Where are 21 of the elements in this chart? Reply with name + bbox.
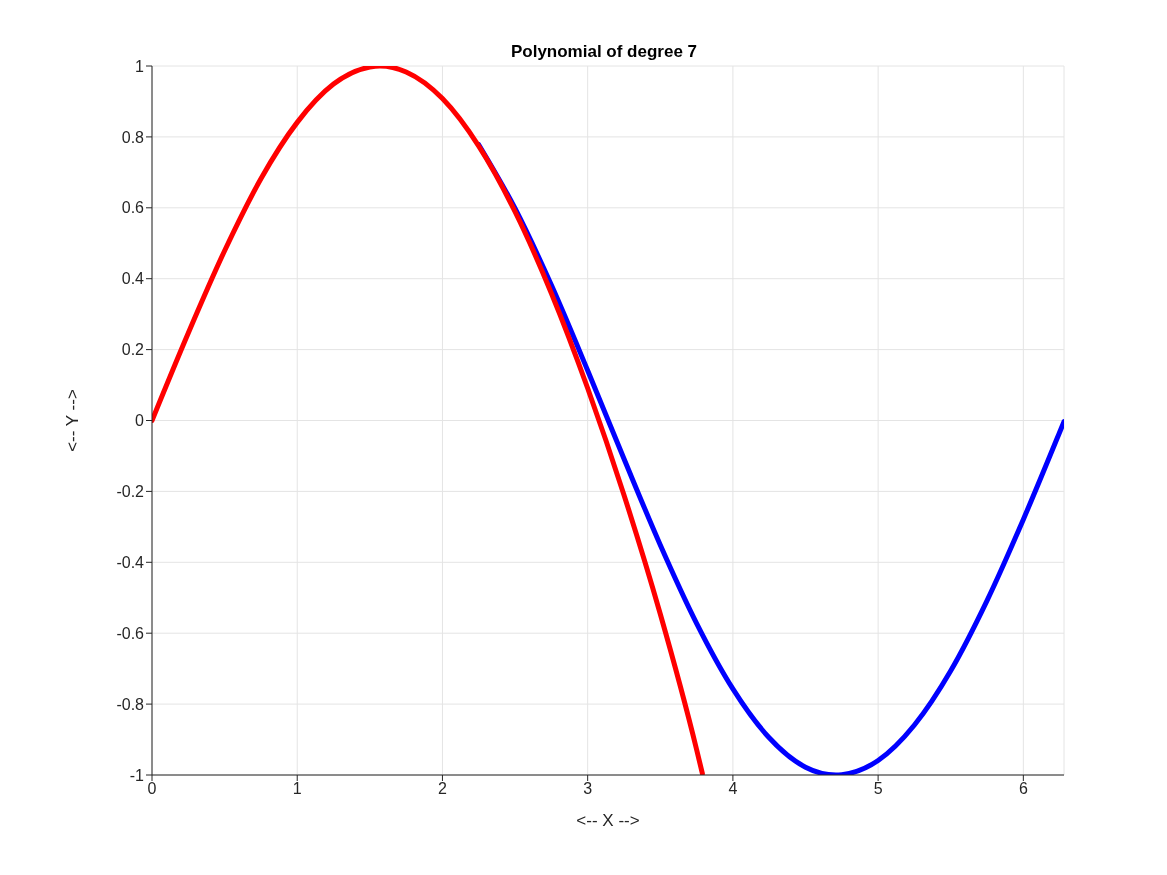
y-tick-label: -0.2	[116, 483, 145, 501]
y-tick-label: -1	[129, 766, 145, 784]
x-tick-label: 6	[1018, 780, 1028, 798]
y-tick-label: 0.4	[121, 270, 145, 288]
x-tick-label: 1	[292, 780, 302, 798]
y-tick-label: 0	[135, 412, 145, 430]
x-tick-label: 0	[147, 780, 157, 798]
x-axis-title: <-- X -->	[576, 811, 640, 830]
y-tick-label: 0.6	[121, 199, 145, 217]
y-tick-label: 0.8	[121, 128, 145, 146]
x-tick-label: 5	[873, 780, 883, 798]
y-tick-label: 0.2	[121, 341, 145, 359]
y-tick-label: -0.8	[116, 695, 145, 713]
chart-title: Polynomial of degree 7	[509, 42, 699, 62]
x-tick-label: 4	[728, 780, 738, 798]
x-tick-label: 2	[437, 780, 447, 798]
y-tick-label: -0.6	[116, 624, 145, 642]
y-tick-label: 1	[135, 57, 145, 75]
x-tick-label: 3	[583, 780, 593, 798]
y-axis-title: <-- Y -->	[63, 389, 83, 452]
y-tick-label: -0.4	[116, 553, 145, 571]
